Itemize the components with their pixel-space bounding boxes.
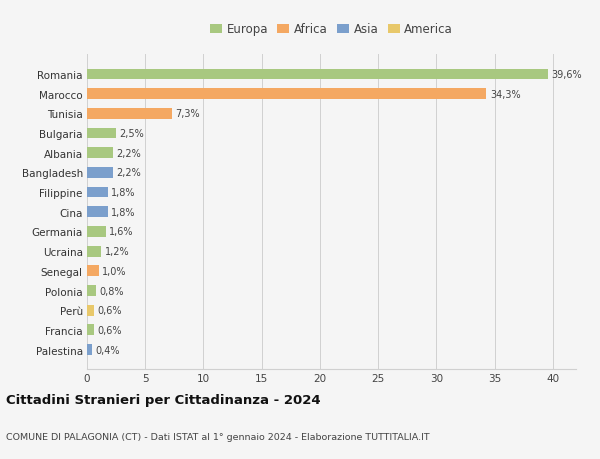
Text: 1,2%: 1,2% — [104, 246, 129, 257]
Text: 0,8%: 0,8% — [100, 286, 124, 296]
Bar — [87, 207, 108, 218]
Bar — [87, 148, 113, 159]
Bar — [87, 305, 94, 316]
Text: 2,5%: 2,5% — [119, 129, 145, 139]
Text: 2,2%: 2,2% — [116, 168, 141, 178]
Bar — [87, 246, 101, 257]
Bar — [87, 325, 94, 336]
Bar — [87, 109, 172, 119]
Text: 0,6%: 0,6% — [97, 306, 122, 315]
Bar — [87, 187, 108, 198]
Bar — [87, 266, 98, 277]
Text: 7,3%: 7,3% — [175, 109, 200, 119]
Bar — [87, 129, 116, 139]
Text: 1,0%: 1,0% — [102, 266, 127, 276]
Text: 1,8%: 1,8% — [112, 207, 136, 217]
Bar — [87, 344, 92, 355]
Text: 0,6%: 0,6% — [97, 325, 122, 335]
Text: 0,4%: 0,4% — [95, 345, 119, 355]
Text: 1,6%: 1,6% — [109, 227, 134, 237]
Text: COMUNE DI PALAGONIA (CT) - Dati ISTAT al 1° gennaio 2024 - Elaborazione TUTTITAL: COMUNE DI PALAGONIA (CT) - Dati ISTAT al… — [6, 431, 430, 441]
Text: Cittadini Stranieri per Cittadinanza - 2024: Cittadini Stranieri per Cittadinanza - 2… — [6, 393, 320, 406]
Bar — [87, 285, 97, 296]
Text: 39,6%: 39,6% — [551, 70, 582, 80]
Text: 34,3%: 34,3% — [490, 90, 520, 100]
Text: 2,2%: 2,2% — [116, 148, 141, 158]
Bar — [87, 69, 548, 80]
Legend: Europa, Africa, Asia, America: Europa, Africa, Asia, America — [210, 23, 453, 36]
Bar — [87, 89, 487, 100]
Bar — [87, 227, 106, 237]
Text: 1,8%: 1,8% — [112, 188, 136, 198]
Bar — [87, 168, 113, 179]
